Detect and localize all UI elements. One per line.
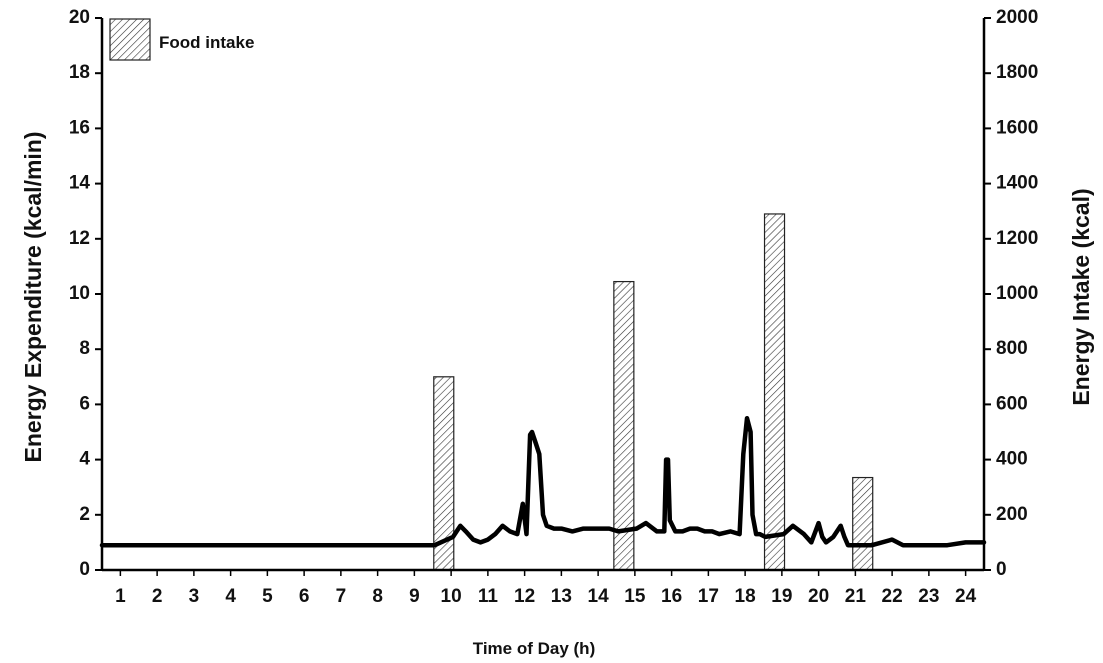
x-tick-label: 21 — [845, 586, 867, 607]
x-tick-label: 15 — [624, 586, 646, 607]
x-tick-label: 2 — [152, 586, 163, 607]
y-left-tick-label: 10 — [69, 283, 90, 304]
y-right-tick-label: 1200 — [996, 228, 1038, 249]
x-tick-label: 24 — [955, 586, 977, 607]
y-right-tick-label: 600 — [996, 393, 1028, 414]
x-tick-label: 5 — [262, 586, 273, 607]
legend: Food intake — [109, 18, 254, 61]
x-tick-label: 19 — [771, 586, 792, 607]
y-left-tick-label: 14 — [69, 173, 91, 194]
legend-label: Food intake — [159, 33, 254, 52]
y-left-tick-label: 16 — [69, 117, 90, 138]
y-left-tick-label: 2 — [79, 504, 90, 525]
x-tick-label: 16 — [661, 586, 682, 607]
x-tick-label: 6 — [299, 586, 310, 607]
x-tick-label: 13 — [551, 586, 572, 607]
food-intake-bar-3 — [763, 213, 786, 571]
axes — [95, 17, 991, 576]
legend-swatch — [109, 18, 151, 61]
x-tick-label: 11 — [478, 586, 499, 607]
y-right-tick-label: 1400 — [996, 173, 1038, 194]
x-tick-label: 23 — [918, 586, 939, 607]
x-tick-label: 7 — [336, 586, 347, 607]
y-right-tick-label: 1000 — [996, 283, 1038, 304]
x-axis-title: Time of Day (h) — [473, 639, 595, 658]
y-left-tick-label: 8 — [79, 338, 90, 359]
x-tick-label: 4 — [225, 586, 236, 607]
y-right-tick-label: 2000 — [996, 7, 1038, 28]
x-tick-label: 14 — [588, 586, 610, 607]
y-right-tick-label: 1600 — [996, 117, 1038, 138]
x-tick-label: 10 — [441, 586, 462, 607]
x-tick-label: 20 — [808, 586, 829, 607]
y-right-tick-label: 1800 — [996, 62, 1038, 83]
y-left-tick-label: 6 — [79, 393, 90, 414]
food-intake-bar-2 — [613, 280, 635, 571]
y-axis-title-right: Energy Intake (kcal) — [1068, 188, 1094, 405]
x-tick-label: 9 — [409, 586, 420, 607]
food-intake-bars — [433, 213, 874, 571]
y-right-tick-label: 0 — [996, 559, 1007, 580]
y-right-tick-label: 400 — [996, 449, 1028, 470]
x-tick-label: 1 — [115, 586, 126, 607]
energy-expenditure-series — [99, 415, 987, 548]
x-tick-label: 12 — [514, 586, 535, 607]
tick-labels: 0246810121416182002004006008001000120014… — [69, 7, 1038, 607]
y-axis-title-left: Energy Expenditure (kcal/min) — [20, 131, 46, 462]
x-tick-label: 3 — [189, 586, 200, 607]
y-right-tick-label: 800 — [996, 338, 1028, 359]
x-tick-label: 8 — [372, 586, 383, 607]
food-intake-bar-4 — [852, 476, 874, 571]
x-tick-label: 18 — [735, 586, 756, 607]
y-left-tick-label: 20 — [69, 7, 90, 28]
y-left-tick-label: 12 — [69, 228, 90, 249]
x-tick-label: 17 — [698, 586, 719, 607]
x-tick-label: 22 — [882, 586, 903, 607]
energy-expenditure-line — [99, 415, 987, 548]
y-left-tick-label: 4 — [79, 449, 90, 470]
y-left-tick-label: 18 — [69, 62, 90, 83]
y-right-tick-label: 200 — [996, 504, 1028, 525]
y-left-tick-label: 0 — [79, 559, 90, 580]
